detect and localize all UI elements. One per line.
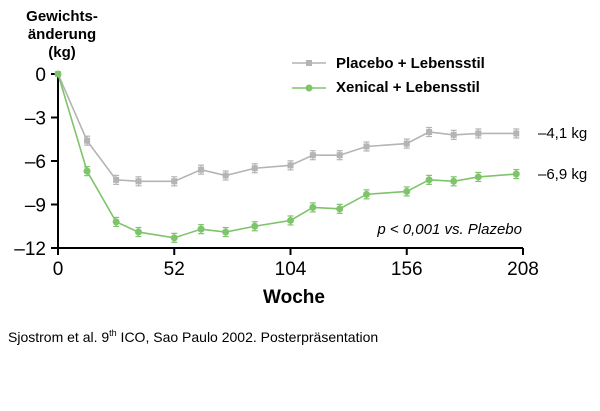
data-point — [513, 130, 520, 137]
source-suffix: ICO, Sao Paulo 2002. Posterpräsentation — [117, 329, 379, 345]
y-axis-title-line-1: Gewichts- — [26, 8, 98, 25]
data-point — [197, 225, 205, 233]
x-tick-label: 0 — [53, 259, 64, 280]
y-tick-label: –12 — [14, 239, 46, 260]
data-point — [450, 131, 457, 138]
legend-placebo-label: Placebo + Lebensstil — [336, 55, 485, 72]
data-point — [251, 165, 258, 172]
data-point — [113, 176, 120, 183]
data-point — [363, 190, 371, 198]
y-tick-label: 0 — [35, 65, 46, 86]
data-point — [170, 234, 178, 242]
data-point — [198, 166, 205, 173]
y-tick-label: –9 — [25, 196, 46, 217]
significance-note: p < 0,001 vs. Plazebo — [376, 221, 522, 238]
data-point — [474, 173, 482, 181]
data-point — [171, 178, 178, 185]
data-point — [475, 130, 482, 137]
source-prefix: Sjostrom et al. 9 — [8, 329, 109, 345]
data-point — [112, 218, 120, 226]
data-point — [403, 140, 410, 147]
data-point — [336, 205, 344, 213]
y-axis-title-line-2: änderung — [28, 26, 96, 43]
end-label-xenical: –6,9 kg — [538, 166, 587, 183]
y-axis-title-line-3: (kg) — [48, 44, 76, 61]
data-point — [222, 172, 229, 179]
data-point — [222, 228, 230, 236]
x-axis-title: Woche — [263, 287, 325, 308]
data-point — [309, 203, 317, 211]
y-tick-label: –3 — [25, 109, 46, 130]
y-tick-label: –6 — [25, 152, 46, 173]
x-tick-label: 52 — [164, 259, 185, 280]
data-point — [426, 129, 433, 135]
source-text: Sjostrom et al. 9th ICO, Sao Paulo 2002.… — [8, 328, 378, 345]
legend-xenical-marker — [305, 84, 313, 92]
source-superscript: th — [109, 328, 117, 338]
end-label-placebo: –4,1 kg — [538, 125, 587, 142]
data-point — [287, 162, 294, 169]
data-point — [363, 143, 370, 150]
data-point — [287, 216, 294, 224]
data-point — [134, 228, 142, 236]
data-point — [135, 178, 142, 185]
x-tick-label: 156 — [391, 259, 423, 280]
data-point — [54, 70, 62, 78]
series-layer — [54, 70, 520, 243]
data-point — [83, 167, 91, 175]
x-tick-label: 104 — [275, 259, 307, 280]
axis-ticks: 0 –3 –6 –9 –12 0 52 104 156 208 — [14, 65, 539, 280]
legend: Placebo + Lebensstil Xenical + Lebenssti… — [292, 55, 485, 96]
data-point — [84, 137, 91, 144]
data-point — [251, 222, 259, 230]
legend-placebo-marker — [306, 60, 312, 66]
data-point — [450, 177, 458, 185]
data-point — [403, 187, 411, 195]
data-point — [336, 152, 343, 159]
data-point — [425, 176, 433, 184]
data-point — [309, 152, 316, 159]
x-tick-label: 208 — [507, 259, 539, 280]
series-line-1 — [57, 73, 517, 239]
legend-xenical-label: Xenical + Lebensstil — [336, 79, 480, 96]
data-point — [512, 170, 520, 178]
